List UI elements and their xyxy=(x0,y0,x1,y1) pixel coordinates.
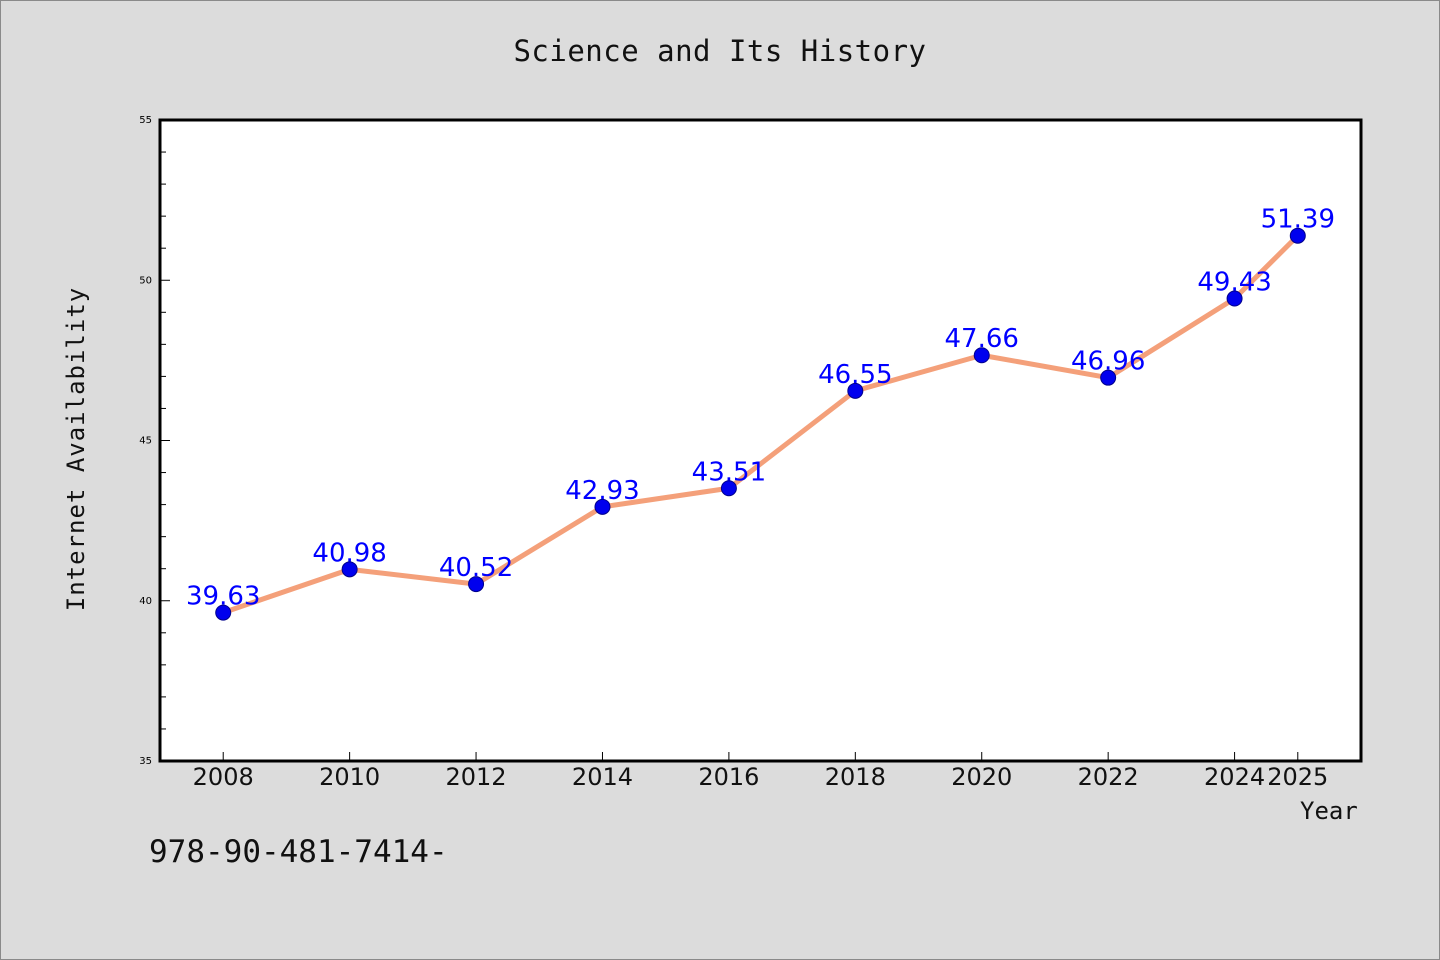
x-axis: 2008 2010 2012 2014 2016 2018 2020 2022 2024 2025 xyxy=(193,752,1328,791)
data-point xyxy=(847,382,864,399)
x-tick-label: 2008 xyxy=(193,763,254,791)
data-point xyxy=(1226,290,1243,307)
data-label: 39.63 xyxy=(186,582,260,612)
x-tick-label: 2018 xyxy=(825,763,886,791)
y-tick-label: 55 xyxy=(139,115,152,126)
data-label: 47.66 xyxy=(945,324,1019,354)
series-line xyxy=(220,233,1301,616)
data-label: 49.43 xyxy=(1197,268,1271,298)
x-tick-label: 2024 xyxy=(1204,763,1265,791)
y-tick-label: 45 xyxy=(139,436,152,447)
x-tick-label: 2012 xyxy=(446,763,507,791)
series-group: 39.63 40.98 40.52 42.93 43.51 46.55 47.66 46.96… xyxy=(186,205,1335,621)
y-tick-label: 50 xyxy=(139,275,152,286)
data-label: 51.39 xyxy=(1261,205,1335,235)
data-point xyxy=(468,576,485,593)
data-point xyxy=(215,604,232,621)
x-axis-label: Year xyxy=(1300,797,1358,825)
data-label: 46.96 xyxy=(1071,347,1145,377)
data-label: 43.51 xyxy=(692,457,766,487)
data-point xyxy=(594,498,611,515)
x-tick-label: 2010 xyxy=(319,763,380,791)
plot-border xyxy=(158,118,1363,763)
x-tick-label: 2025 xyxy=(1267,763,1328,791)
x-tick-label: 2016 xyxy=(698,763,759,791)
data-point xyxy=(1100,369,1117,386)
plot-area xyxy=(160,120,1361,761)
x-tick-label: 2020 xyxy=(951,763,1012,791)
y-tick-label: 35 xyxy=(139,756,152,767)
data-label: 40.98 xyxy=(312,538,386,568)
y-tick-label: 40 xyxy=(139,596,152,607)
isbn-footer-text: 978-90-481-7414- xyxy=(149,834,448,870)
data-point xyxy=(973,347,990,364)
data-point xyxy=(341,561,358,578)
data-point xyxy=(1289,227,1306,244)
data-label: 42.93 xyxy=(565,476,639,506)
data-point xyxy=(720,480,737,497)
chart-title: Science and Its History xyxy=(513,34,927,68)
x-tick-label: 2014 xyxy=(572,763,633,791)
x-tick-label: 2022 xyxy=(1078,763,1139,791)
data-label: 40.52 xyxy=(439,553,513,583)
data-label: 46.55 xyxy=(818,360,892,390)
